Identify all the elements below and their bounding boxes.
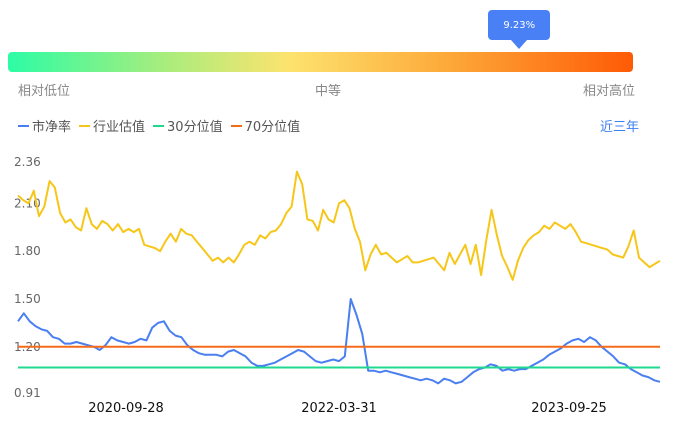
legend-item-p70[interactable]: 70分位值 <box>230 116 301 135</box>
y-tick-label: 0.91 <box>14 386 41 400</box>
chart-legend: 市净率 行业估值 30分位值 70分位值 <box>18 116 308 135</box>
scale-mid-label: 中等 <box>315 84 342 99</box>
x-tick-label: 2020-09-28 <box>88 401 164 416</box>
legend-line-icon <box>18 124 29 127</box>
scale-low-label: 相对低位 <box>18 84 71 99</box>
pb-ratio-series <box>17 298 661 385</box>
industry-valuation-series <box>17 170 661 281</box>
y-tick-label: 2.36 <box>14 155 41 169</box>
legend-label: 30分位值 <box>167 120 223 135</box>
legend-label: 70分位值 <box>244 120 301 135</box>
legend-item-p30[interactable]: 30分位值 <box>153 116 223 135</box>
legend-item-industry[interactable]: 行业估值 <box>79 116 145 135</box>
legend-label: 市净率 <box>32 120 72 135</box>
scale-high-label: 相对高位 <box>583 84 636 99</box>
legend-line-icon <box>153 124 165 127</box>
x-tick-label: 2022-03-31 <box>301 401 377 416</box>
percentile-tooltip: 9.23% <box>488 10 551 40</box>
y-tick-label: 1.80 <box>14 244 41 258</box>
valuation-gradient-bar <box>8 52 633 72</box>
y-tick-label: 1.50 <box>14 292 41 306</box>
tooltip-pointer-icon <box>511 40 528 49</box>
legend-line-icon <box>230 124 242 127</box>
x-tick-label: 2023-09-25 <box>531 401 607 416</box>
percentile-value: 9.23% <box>503 19 536 31</box>
legend-line-icon <box>79 124 91 127</box>
range-selector-3y[interactable]: 近三年 <box>600 120 640 135</box>
legend-item-pb[interactable]: 市净率 <box>18 116 71 135</box>
legend-label: 行业估值 <box>93 120 146 135</box>
